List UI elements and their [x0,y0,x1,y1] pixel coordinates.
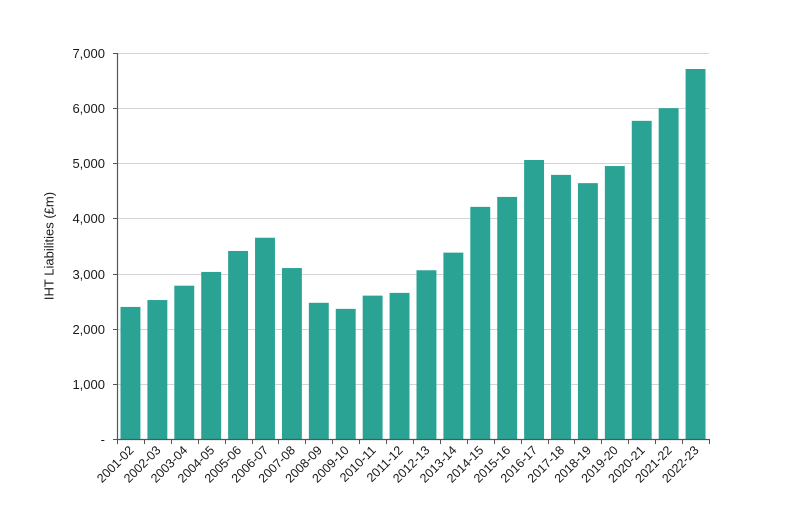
y-tick-label: 2,000 [72,322,105,337]
axes [113,53,710,444]
bar-2016-17 [524,159,545,440]
bar-2009-10 [335,308,356,439]
bar-2001-02 [120,306,141,439]
y-tick-label: 1,000 [72,377,105,392]
y-tick-label: 5,000 [72,156,105,171]
bar-2010-11 [362,295,383,439]
bar-2021-22 [658,108,679,439]
y-tick-label: 3,000 [72,267,105,282]
bar-2018-19 [577,183,598,439]
bar-2006-07 [255,237,275,439]
bar-2008-09 [308,302,329,439]
x-axis-tick-labels: 2001-022002-032003-042004-052005-062006-… [94,443,701,485]
y-tick-label: 7,000 [72,46,105,61]
bar-2011-12 [389,292,410,439]
bar-2012-13 [416,270,437,439]
bar-2020-21 [631,120,652,439]
bar-series [120,68,706,440]
y-axis-tick-labels: - 1,000 2,000 3,000 4,000 5,000 6,000 7,000 [72,46,105,447]
y-axis-title: IHT Liabilities (£m) [41,191,57,301]
bar-2003-04 [174,285,195,439]
bar-2004-05 [201,271,222,439]
y-tick-label: 4,000 [72,211,105,226]
bar-2019-20 [604,166,625,440]
bar-2022-23 [685,68,706,440]
y-tick-label: 6,000 [72,101,105,116]
bar-2013-14 [443,252,464,439]
bar-2014-15 [470,206,491,439]
y-tick-label: - [101,432,105,447]
bar-2007-08 [281,268,302,439]
bar-2002-03 [147,300,168,439]
bar-2015-16 [497,196,518,439]
bar-2005-06 [228,250,249,439]
bar-2017-18 [551,174,571,439]
